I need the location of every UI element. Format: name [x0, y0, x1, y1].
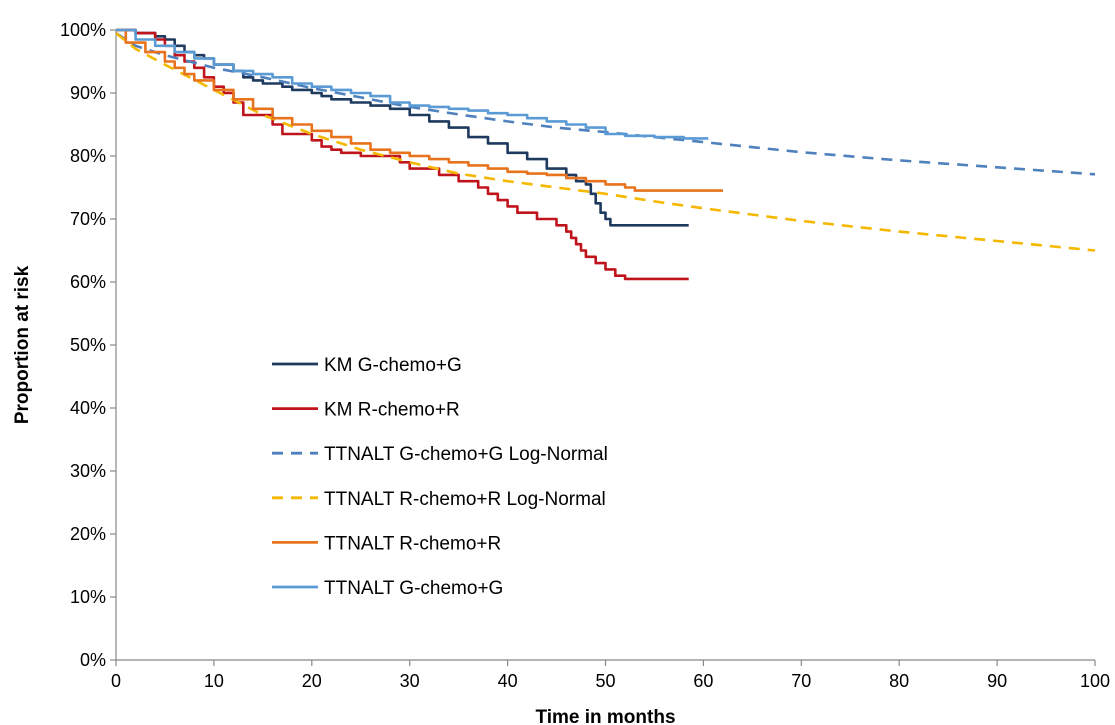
x-tick-label: 60 — [693, 671, 713, 691]
series-line-2 — [116, 28, 689, 281]
legend-label: KM G-chemo+G — [324, 355, 462, 376]
series-layer — [115, 28, 1096, 281]
series-line-3 — [115, 32, 1096, 176]
y-tick-label: 60% — [70, 272, 106, 292]
y-tick-label: 100% — [60, 20, 106, 40]
x-tick-label: 90 — [987, 671, 1007, 691]
x-tick-label: 10 — [204, 671, 224, 691]
legend-label: TTNALT R-chemo+R Log-Normal — [324, 489, 606, 510]
legend-label: KM R-chemo+R — [324, 400, 460, 421]
x-tick-label: 80 — [889, 671, 909, 691]
series-line-1 — [116, 28, 689, 227]
y-tick-label: 20% — [70, 524, 106, 544]
y-tick-label: 70% — [70, 209, 106, 229]
x-tick-label: 20 — [302, 671, 322, 691]
y-tick-label: 40% — [70, 398, 106, 418]
x-axis-title: Time in months — [535, 707, 675, 725]
legend-label: TTNALT G-chemo+G — [324, 578, 503, 599]
x-tick-label: 40 — [498, 671, 518, 691]
x-tick-label: 70 — [791, 671, 811, 691]
x-tick-label: 50 — [595, 671, 615, 691]
x-tick-label: 0 — [111, 671, 121, 691]
y-tick-label: 50% — [70, 335, 106, 355]
x-tick-label: 30 — [400, 671, 420, 691]
legend: KM G-chemo+G KM R-chemo+R TTNALT G-chemo+G… — [272, 355, 608, 599]
series-line-6 — [116, 28, 709, 140]
legend-label: TTNALT R-chemo+R — [324, 533, 501, 554]
series-line-5 — [116, 28, 723, 192]
x-tick-label: 100 — [1080, 671, 1110, 691]
series-line-4 — [115, 32, 1096, 252]
y-axis-title: Proportion at risk — [12, 265, 33, 424]
y-tick-label: 30% — [70, 461, 106, 481]
legend-label: TTNALT G-chemo+G Log-Normal — [324, 444, 608, 465]
axes: 0% 10% 20% 30% 40% 50% 60% 70% 80% 90% 100% 0 10 20 30… — [60, 20, 1110, 691]
y-tick-label: 10% — [70, 587, 106, 607]
y-tick-label: 80% — [70, 146, 106, 166]
y-tick-label: 90% — [70, 83, 106, 103]
y-tick-label: 0% — [80, 650, 106, 670]
